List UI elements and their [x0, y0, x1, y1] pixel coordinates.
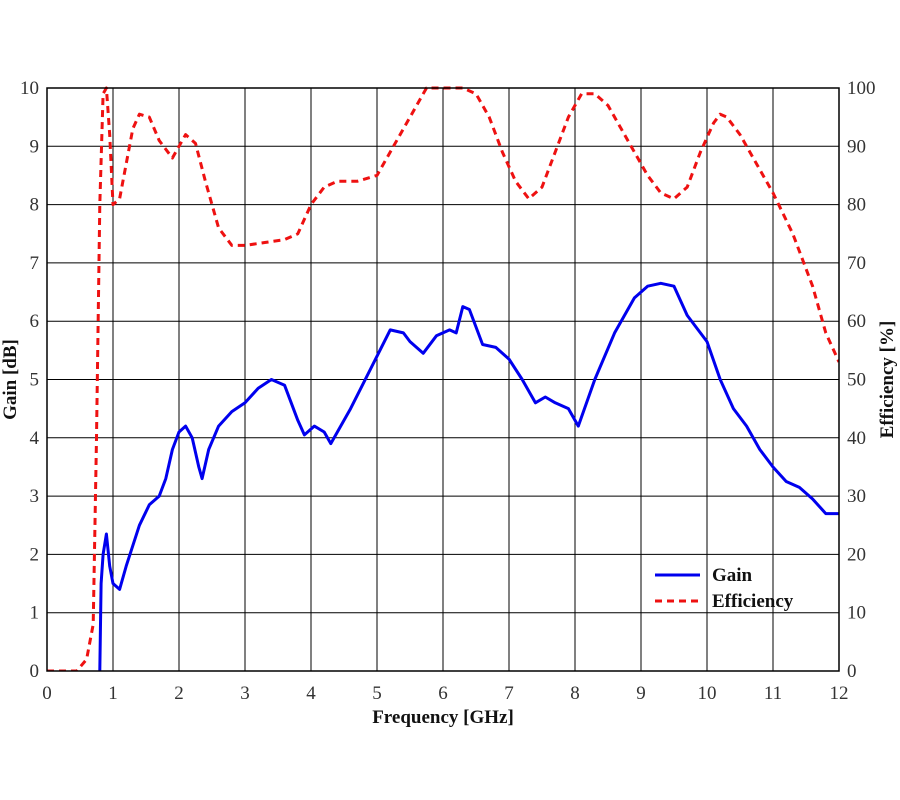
x-tick-label: 7 — [504, 683, 514, 704]
x-tick-label: 6 — [438, 683, 448, 704]
series-line-gain — [98, 281, 839, 671]
y-tick-label: 4 — [30, 428, 40, 449]
y2-tick-label: 90 — [847, 136, 866, 157]
y-tick-label: 1 — [30, 603, 40, 624]
y2-tick-label: 50 — [847, 370, 866, 391]
x-tick-label: 5 — [372, 683, 382, 704]
ticks: 0 1 2 3 4 5 6 7 8 9 10 11 12012345678910010203040506… — [20, 78, 876, 704]
y-tick-label: 5 — [30, 370, 40, 391]
legend-label-gain: Gain — [712, 565, 753, 586]
x-tick-label: 11 — [764, 683, 782, 704]
y-axis-label: Gain [dB] — [0, 339, 21, 420]
y-tick-label: 9 — [30, 136, 40, 157]
x-tick-label: 10 — [698, 683, 717, 704]
series-line-efficiency — [47, 86, 839, 671]
y2-tick-label: 100 — [847, 78, 876, 99]
y2-tick-label: 60 — [847, 311, 866, 332]
series-layer — [47, 86, 839, 671]
y-tick-label: 2 — [30, 544, 40, 565]
y-tick-label: 6 — [30, 311, 40, 332]
legend-label-efficiency: Efficiency — [712, 591, 794, 612]
x-tick-label: 12 — [830, 683, 849, 704]
x-axis-label: Frequency [GHz] — [372, 707, 514, 728]
y-tick-label: 8 — [30, 195, 40, 216]
plot-frame — [46, 87, 840, 672]
y2-tick-label: 30 — [847, 486, 866, 507]
y2-tick-label: 70 — [847, 253, 866, 274]
y-tick-label: 7 — [30, 253, 40, 274]
x-tick-label: 1 — [108, 683, 118, 704]
x-tick-label: 4 — [306, 683, 316, 704]
legend: Gain Efficiency — [655, 565, 794, 612]
y-tick-label: 3 — [30, 486, 40, 507]
x-tick-label: 3 — [240, 683, 250, 704]
x-tick-label: 8 — [570, 683, 580, 704]
y2-tick-label: 0 — [847, 661, 857, 682]
y2-tick-label: 10 — [847, 603, 866, 624]
x-tick-label: 9 — [636, 683, 646, 704]
y2-tick-label: 80 — [847, 195, 866, 216]
y-tick-label: 0 — [30, 661, 40, 682]
x-tick-label: 2 — [174, 683, 184, 704]
y2-axis-label: Efficiency [%] — [877, 321, 898, 439]
x-tick-label: 0 — [42, 683, 52, 704]
y2-tick-label: 40 — [847, 428, 866, 449]
y-tick-label: 10 — [20, 78, 39, 99]
y2-tick-label: 20 — [847, 544, 866, 565]
